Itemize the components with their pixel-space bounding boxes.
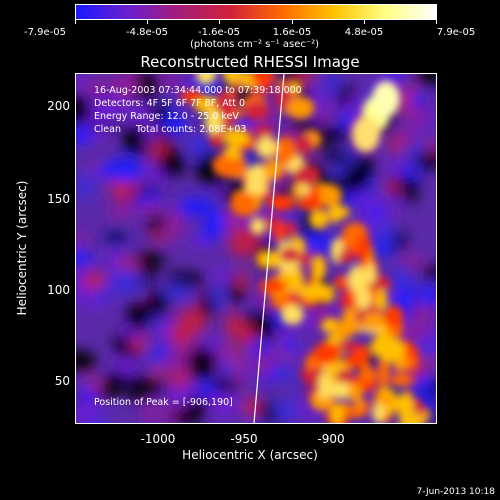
y-tick-label: 50	[54, 374, 70, 388]
info-counts: Clean Total counts: 2.08E+03	[94, 124, 247, 135]
x-tick-label: -950	[230, 432, 258, 446]
colorbar-label: 7.9e-05	[436, 27, 476, 38]
colorbar-label: -7.9e-05	[24, 27, 66, 38]
y-tick-label: 100	[47, 283, 70, 297]
rhessi-image: 16-Aug-2003 07:34:44.000 to 07:39:18.000…	[75, 73, 437, 424]
colorbar-tick	[147, 20, 148, 24]
colorbar-label: -4.8e-05	[126, 27, 168, 38]
info-detectors: Detectors: 4F 5F 6F 7F 8F, Att 0	[94, 98, 246, 109]
colorbar-label: 4.8e-05	[344, 27, 384, 38]
colorbar-tick	[219, 20, 220, 24]
colorbar-tick	[75, 20, 76, 24]
x-tick-label: -900	[317, 432, 345, 446]
info-time: 16-Aug-2003 07:34:44.000 to 07:39:18.000	[94, 85, 302, 96]
y-tick-label: 200	[47, 99, 70, 113]
colorbar-units: (photons cm⁻² s⁻¹ asec⁻²)	[190, 39, 320, 50]
x-axis-label: Heliocentric X (arcsec)	[182, 448, 318, 462]
colorbar-tick	[292, 20, 293, 24]
colorbar-tick	[436, 20, 437, 24]
y-tick-label: 150	[47, 192, 70, 206]
x-tick-label: -1000	[140, 432, 176, 446]
limb-line	[253, 74, 285, 423]
timestamp: 7-Jun-2013 10:18	[416, 487, 496, 497]
y-axis-label: Heliocentric Y (arcsec)	[15, 180, 29, 316]
plot-title: Reconstructed RHESSI Image	[140, 53, 360, 71]
colorbar-tick	[364, 20, 365, 24]
colorbar	[75, 4, 437, 20]
colorbar-label: 1.6e-05	[272, 27, 312, 38]
rhessi-image-svg	[76, 74, 436, 423]
info-energy: Energy Range: 12.0 - 25.0 keV	[94, 111, 239, 122]
peak-position: Position of Peak = [-906,190]	[94, 397, 233, 408]
colorbar-label: -1.6e-05	[198, 27, 240, 38]
